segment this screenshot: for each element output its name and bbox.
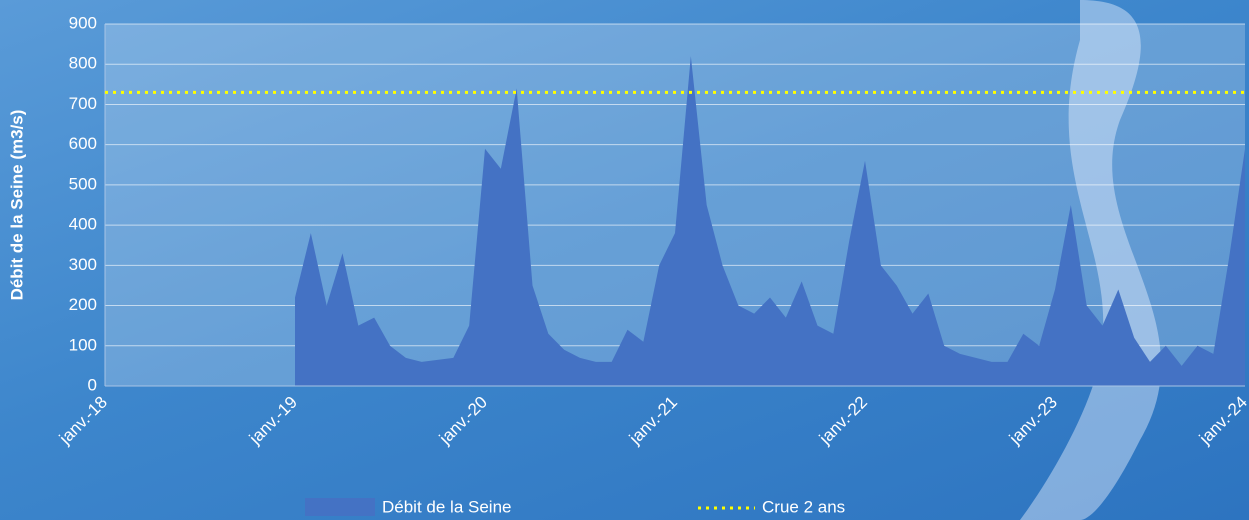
y-tick-label: 0 <box>88 375 97 394</box>
y-tick-label: 200 <box>69 295 97 314</box>
x-tick-label: janv.-21 <box>625 393 681 449</box>
x-tick-label: janv.-24 <box>1195 393 1249 449</box>
y-tick-label: 300 <box>69 255 97 274</box>
x-tick-label: janv.-22 <box>815 393 871 449</box>
y-tick-label: 700 <box>69 94 97 113</box>
x-tick-label: janv.-18 <box>55 393 111 449</box>
y-tick-label: 800 <box>69 54 97 73</box>
area <box>295 56 1245 387</box>
decor-ribbon <box>1020 0 1162 520</box>
y-tick-label: 900 <box>69 13 97 32</box>
y-tick-label: 400 <box>69 215 97 234</box>
legend-label: Crue 2 ans <box>762 497 845 516</box>
x-tick-label: janv.-19 <box>245 393 301 449</box>
legend-swatch <box>305 498 375 516</box>
x-tick-label: janv.-23 <box>1005 393 1061 449</box>
y-tick-label: 100 <box>69 335 97 354</box>
legend-label: Débit de la Seine <box>382 497 511 516</box>
x-tick-label: janv.-20 <box>435 393 491 449</box>
y-tick-label: 600 <box>69 134 97 153</box>
y-axis-title: Débit de la Seine (m3/s) <box>7 110 26 301</box>
y-tick-label: 500 <box>69 174 97 193</box>
